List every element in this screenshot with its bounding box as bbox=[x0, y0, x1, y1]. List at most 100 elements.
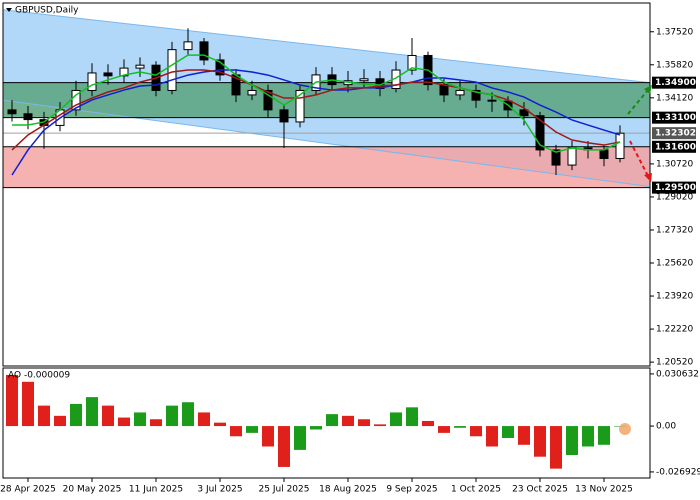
ao-marker bbox=[619, 423, 631, 435]
ao-bar bbox=[582, 426, 594, 447]
candle-body bbox=[135, 64, 145, 69]
ao-bar bbox=[518, 426, 530, 445]
ao-pane: 0.030632 0.00 -0.026929 bbox=[6, 369, 700, 477]
ao-bar bbox=[534, 426, 546, 457]
zone bbox=[3, 82, 650, 118]
price-pane: 1.37520 1.35820 1.34120 1.30720 1.29020 1.273… bbox=[2, 9, 696, 368]
candle-body bbox=[487, 99, 497, 102]
level-label: 1.29500 bbox=[655, 183, 696, 193]
ao-bar bbox=[406, 407, 418, 427]
ao-bar bbox=[38, 405, 50, 427]
candle-body bbox=[87, 72, 97, 91]
candle-body bbox=[295, 89, 305, 123]
ao-bar bbox=[454, 426, 466, 428]
chart-title: GBPUSD,Daily bbox=[15, 6, 79, 16]
y-tick-label: 1.22220 bbox=[656, 325, 693, 335]
ao-bar bbox=[502, 426, 514, 438]
candle-body bbox=[71, 89, 81, 111]
current-price-label: 1.32302 bbox=[655, 129, 696, 139]
ao-bar bbox=[118, 417, 130, 427]
y-tick-label: 1.29020 bbox=[656, 192, 693, 202]
x-tick-label: 1 Oct 2025 bbox=[451, 485, 501, 495]
y-tick-label: 1.35820 bbox=[656, 60, 693, 70]
x-tick-label: 18 Aug 2025 bbox=[319, 485, 377, 495]
price-pane-border bbox=[2, 2, 651, 367]
ao-bar bbox=[294, 426, 306, 450]
y-tick-label: -0.026929 bbox=[656, 467, 700, 477]
candle-body bbox=[407, 54, 417, 71]
ao-bar bbox=[310, 426, 322, 430]
candle-body bbox=[23, 113, 33, 121]
ao-bar bbox=[358, 419, 370, 427]
x-tick-label: 20 May 2025 bbox=[63, 485, 122, 495]
y-tick-label: 1.30720 bbox=[656, 159, 693, 169]
y-tick-label: 0.030632 bbox=[656, 369, 699, 379]
level-label: 1.34900 bbox=[655, 78, 696, 88]
candle-body bbox=[183, 41, 193, 51]
x-tick-label: 11 Jun 2025 bbox=[129, 485, 183, 495]
ao-bar bbox=[70, 403, 82, 427]
x-tick-label: 9 Sep 2025 bbox=[386, 485, 437, 495]
candle-body bbox=[199, 41, 209, 61]
ao-bar bbox=[566, 426, 578, 456]
channel-upper bbox=[2, 9, 651, 84]
ao-pane-border bbox=[2, 367, 651, 479]
ao-bar bbox=[262, 426, 274, 447]
y-tick-label: 1.27320 bbox=[656, 225, 693, 235]
x-tick-label: 3 Jul 2025 bbox=[197, 485, 242, 495]
ao-bar bbox=[598, 426, 610, 445]
level-box bbox=[652, 181, 696, 194]
candle-body bbox=[103, 72, 113, 77]
moving-average bbox=[11, 69, 621, 176]
ao-bar bbox=[550, 426, 562, 469]
level-label: 1.31600 bbox=[655, 142, 696, 152]
ao-bar bbox=[166, 405, 178, 427]
x-tick-label: 13 Nov 2025 bbox=[575, 485, 633, 495]
level-box bbox=[652, 140, 696, 153]
channel-lower bbox=[2, 99, 651, 188]
candle-body bbox=[455, 89, 465, 96]
ao-bar bbox=[326, 414, 338, 427]
candle-body bbox=[359, 78, 369, 82]
ao-bar bbox=[374, 424, 386, 427]
ao-bar bbox=[6, 374, 18, 427]
y-tick-label: 1.25620 bbox=[656, 259, 693, 269]
moving-average bbox=[12, 54, 621, 153]
y-tick-label: 0.00 bbox=[656, 422, 676, 432]
ao-bar bbox=[246, 426, 258, 433]
candle-body bbox=[535, 115, 545, 151]
candle-body bbox=[599, 149, 609, 159]
ao-bar bbox=[486, 426, 498, 447]
level-box bbox=[652, 111, 696, 124]
candle-body bbox=[7, 109, 17, 115]
ao-bar bbox=[134, 412, 146, 427]
candle-body bbox=[551, 149, 561, 166]
zone bbox=[3, 146, 650, 188]
ao-bar bbox=[22, 381, 34, 427]
x-tick-label: 23 Oct 2025 bbox=[512, 485, 568, 495]
candle-body bbox=[167, 49, 177, 91]
up-arrowhead bbox=[644, 85, 652, 94]
level-label: 1.33100 bbox=[655, 113, 696, 123]
current-price-box bbox=[652, 127, 696, 140]
ao-bar bbox=[438, 426, 450, 433]
y-tick-label: 1.34120 bbox=[656, 93, 693, 103]
ao-bar bbox=[150, 419, 162, 427]
ao-bar bbox=[198, 412, 210, 427]
ao-bar bbox=[390, 412, 402, 427]
ao-bar bbox=[342, 415, 354, 427]
candle-body bbox=[519, 109, 529, 117]
forecast-arrows bbox=[627, 85, 652, 182]
ao-bar bbox=[470, 426, 482, 437]
indicator-title: AO -0.000009 bbox=[8, 371, 70, 381]
ao-bar bbox=[230, 426, 242, 437]
candle-body bbox=[471, 89, 481, 101]
x-tick-label: 25 Jul 2025 bbox=[259, 485, 310, 495]
level-box bbox=[652, 76, 696, 89]
y-tick-label: 1.23920 bbox=[656, 292, 693, 302]
up-arrow bbox=[627, 89, 649, 115]
moving-average bbox=[11, 69, 621, 151]
title-icon bbox=[6, 8, 12, 12]
